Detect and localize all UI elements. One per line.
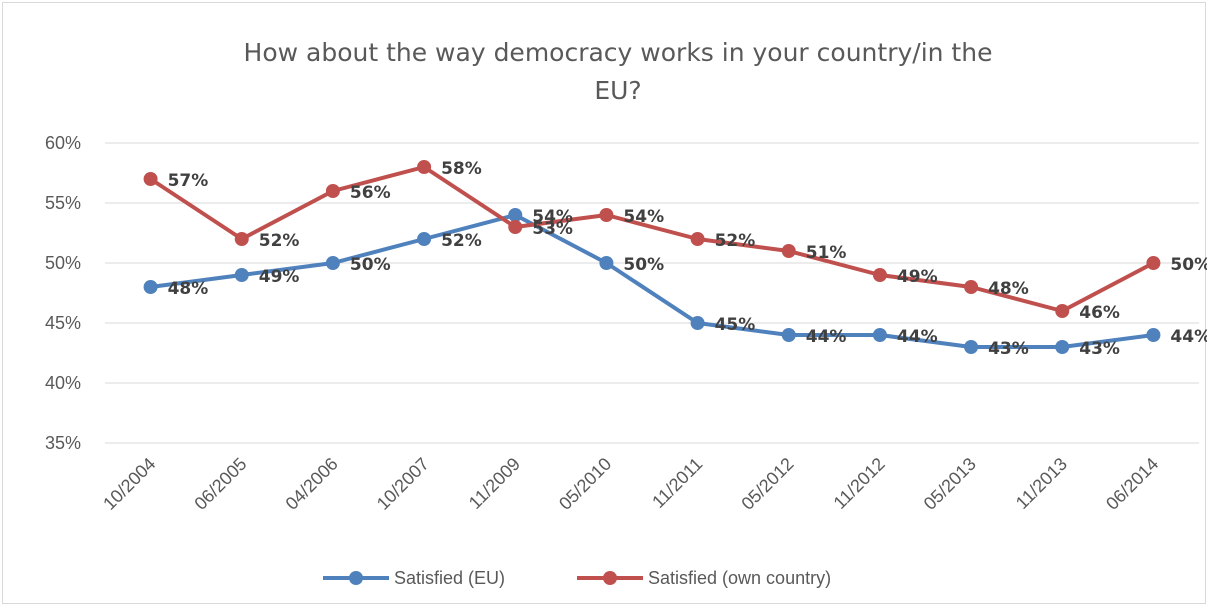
data-point [143,280,158,294]
data-label: 44% [806,327,847,347]
series-layer [143,160,1161,354]
data-point [872,268,887,282]
data-point [1055,340,1070,354]
data-point [964,280,979,294]
data-label: 52% [259,231,300,251]
data-label: 50% [1170,255,1207,275]
data-point [417,232,432,246]
data-labels: 48% 49% 50% 52% 54% 50% 45% 44% 44% 43% 43% 44% 57% 5… [168,159,1207,359]
data-label: 52% [441,231,482,251]
x-tick-label: 04/2006 [282,454,342,514]
data-point [1146,328,1161,342]
data-label: 56% [350,183,391,203]
data-label: 48% [168,279,209,299]
legend: Satisfied (EU) Satisfied (own country) [323,568,831,588]
data-point [508,208,523,222]
y-tick-label: 40% [45,373,81,393]
data-point [325,184,340,198]
data-label: 45% [715,315,756,335]
data-label: 58% [441,159,482,179]
data-label: 49% [897,267,938,287]
data-point [964,340,979,354]
legend-label: Satisfied (EU) [394,568,505,588]
data-point [599,256,614,270]
y-tick-label: 50% [45,253,81,273]
data-label: 44% [1170,327,1207,347]
data-point [690,316,705,330]
data-point [143,172,158,186]
data-point [234,268,249,282]
data-point [1055,304,1070,318]
y-tick-label: 60% [45,133,81,153]
x-tick-label: 11/2013 [1012,454,1071,513]
data-label: 51% [806,243,847,263]
series-line-1 [148,165,1156,313]
x-tick-label: 11/2009 [465,454,524,513]
data-label: 50% [350,255,391,275]
data-label: 54% [623,207,664,227]
x-tick-label: 11/2011 [648,454,706,512]
data-point [508,220,523,234]
y-tick-label: 55% [45,193,81,213]
data-point [690,232,705,246]
data-point [234,232,249,246]
y-tick-label: 45% [45,313,81,333]
legend-marker [349,571,363,585]
data-point [325,256,340,270]
data-label: 50% [623,255,664,275]
data-label: 49% [259,267,300,287]
x-tick-label: 06/2005 [190,454,250,514]
data-label: 43% [1079,339,1120,359]
chart-title-line-1: How about the way democracy works in you… [244,38,993,67]
data-label: 53% [532,219,573,239]
series-line-0 [148,213,1156,349]
line-chart: How about the way democracy works in you… [45,38,1207,588]
data-label: 43% [988,339,1029,359]
data-point [1146,256,1161,270]
chart-title-line-2: EU? [594,76,641,105]
data-label: 46% [1079,303,1120,323]
data-point [417,160,432,174]
gridlines [105,142,1199,444]
data-point [872,328,887,342]
x-tick-label: 10/2007 [373,454,433,514]
data-label: 54% [532,207,573,227]
x-axis-ticks: 10/2004 06/2005 04/2006 10/2007 11/2009 05/20… [99,454,1162,514]
x-tick-label: 05/2010 [555,454,615,514]
legend-label: Satisfied (own country) [648,568,831,588]
x-tick-label: 10/2004 [99,454,159,514]
x-tick-label: 05/2013 [920,454,980,514]
data-label: 44% [897,327,938,347]
x-tick-label: 05/2012 [737,454,797,514]
data-point [781,328,796,342]
y-axis-ticks: 35% 40% 45% 50% 55% 60% [45,133,81,453]
data-point [599,208,614,222]
x-tick-label: 11/2012 [830,454,889,513]
data-label: 52% [715,231,756,251]
data-label: 57% [168,171,209,191]
y-tick-label: 35% [45,433,81,453]
x-tick-label: 06/2014 [1102,454,1162,514]
legend-marker [603,571,617,585]
data-point [781,244,796,258]
data-label: 48% [988,279,1029,299]
